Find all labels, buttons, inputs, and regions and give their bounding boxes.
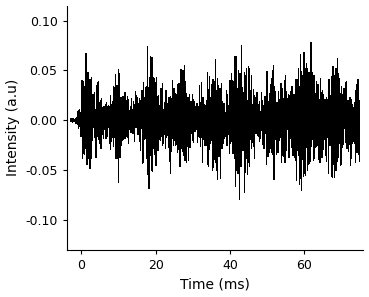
Y-axis label: Intensity (a.u): Intensity (a.u) — [6, 79, 20, 176]
X-axis label: Time (ms): Time (ms) — [180, 277, 250, 291]
